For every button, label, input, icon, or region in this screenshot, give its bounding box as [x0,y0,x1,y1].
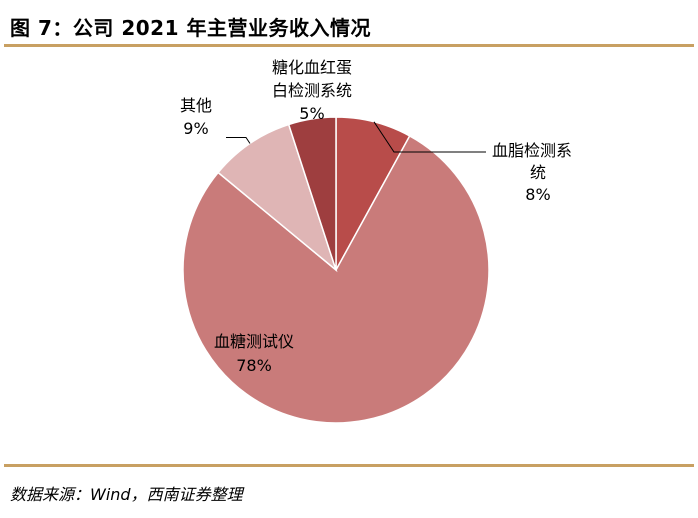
slice-name-4-line-2: 白检测系统 [272,81,352,100]
slice-name-2-line-1: 血糖测试仪 [214,332,294,351]
leader-line-3 [226,137,251,144]
slice-name-4-line-1: 糖化血红蛋 [272,58,352,77]
pie-slice-4 [287,116,337,271]
slice-name-1-line-2: 统 [530,163,546,182]
top-divider [4,44,694,47]
slice-percent-4: 5% [299,104,324,123]
slice-label-2: 血糖测试仪 78% [214,332,294,375]
figure-title: 图 7：公司 2021 年主营业务收入情况 [10,16,371,40]
slice-percent-1: 8% [525,185,550,204]
pie-slices [182,116,490,424]
slice-label-3: 其他 9% [180,96,212,138]
bottom-divider [4,464,694,467]
leader-lines [226,121,486,153]
leader-line-1 [373,121,486,153]
slice-name-1-line-1: 血脂检测系 [492,141,572,160]
pie-slice-3 [217,123,338,273]
source-note: 数据来源：Wind，西南证券整理 [10,485,243,504]
slice-percent-3: 9% [183,119,208,138]
slice-name-3-line-1: 其他 [180,96,212,115]
slice-percent-2: 78% [236,356,272,375]
